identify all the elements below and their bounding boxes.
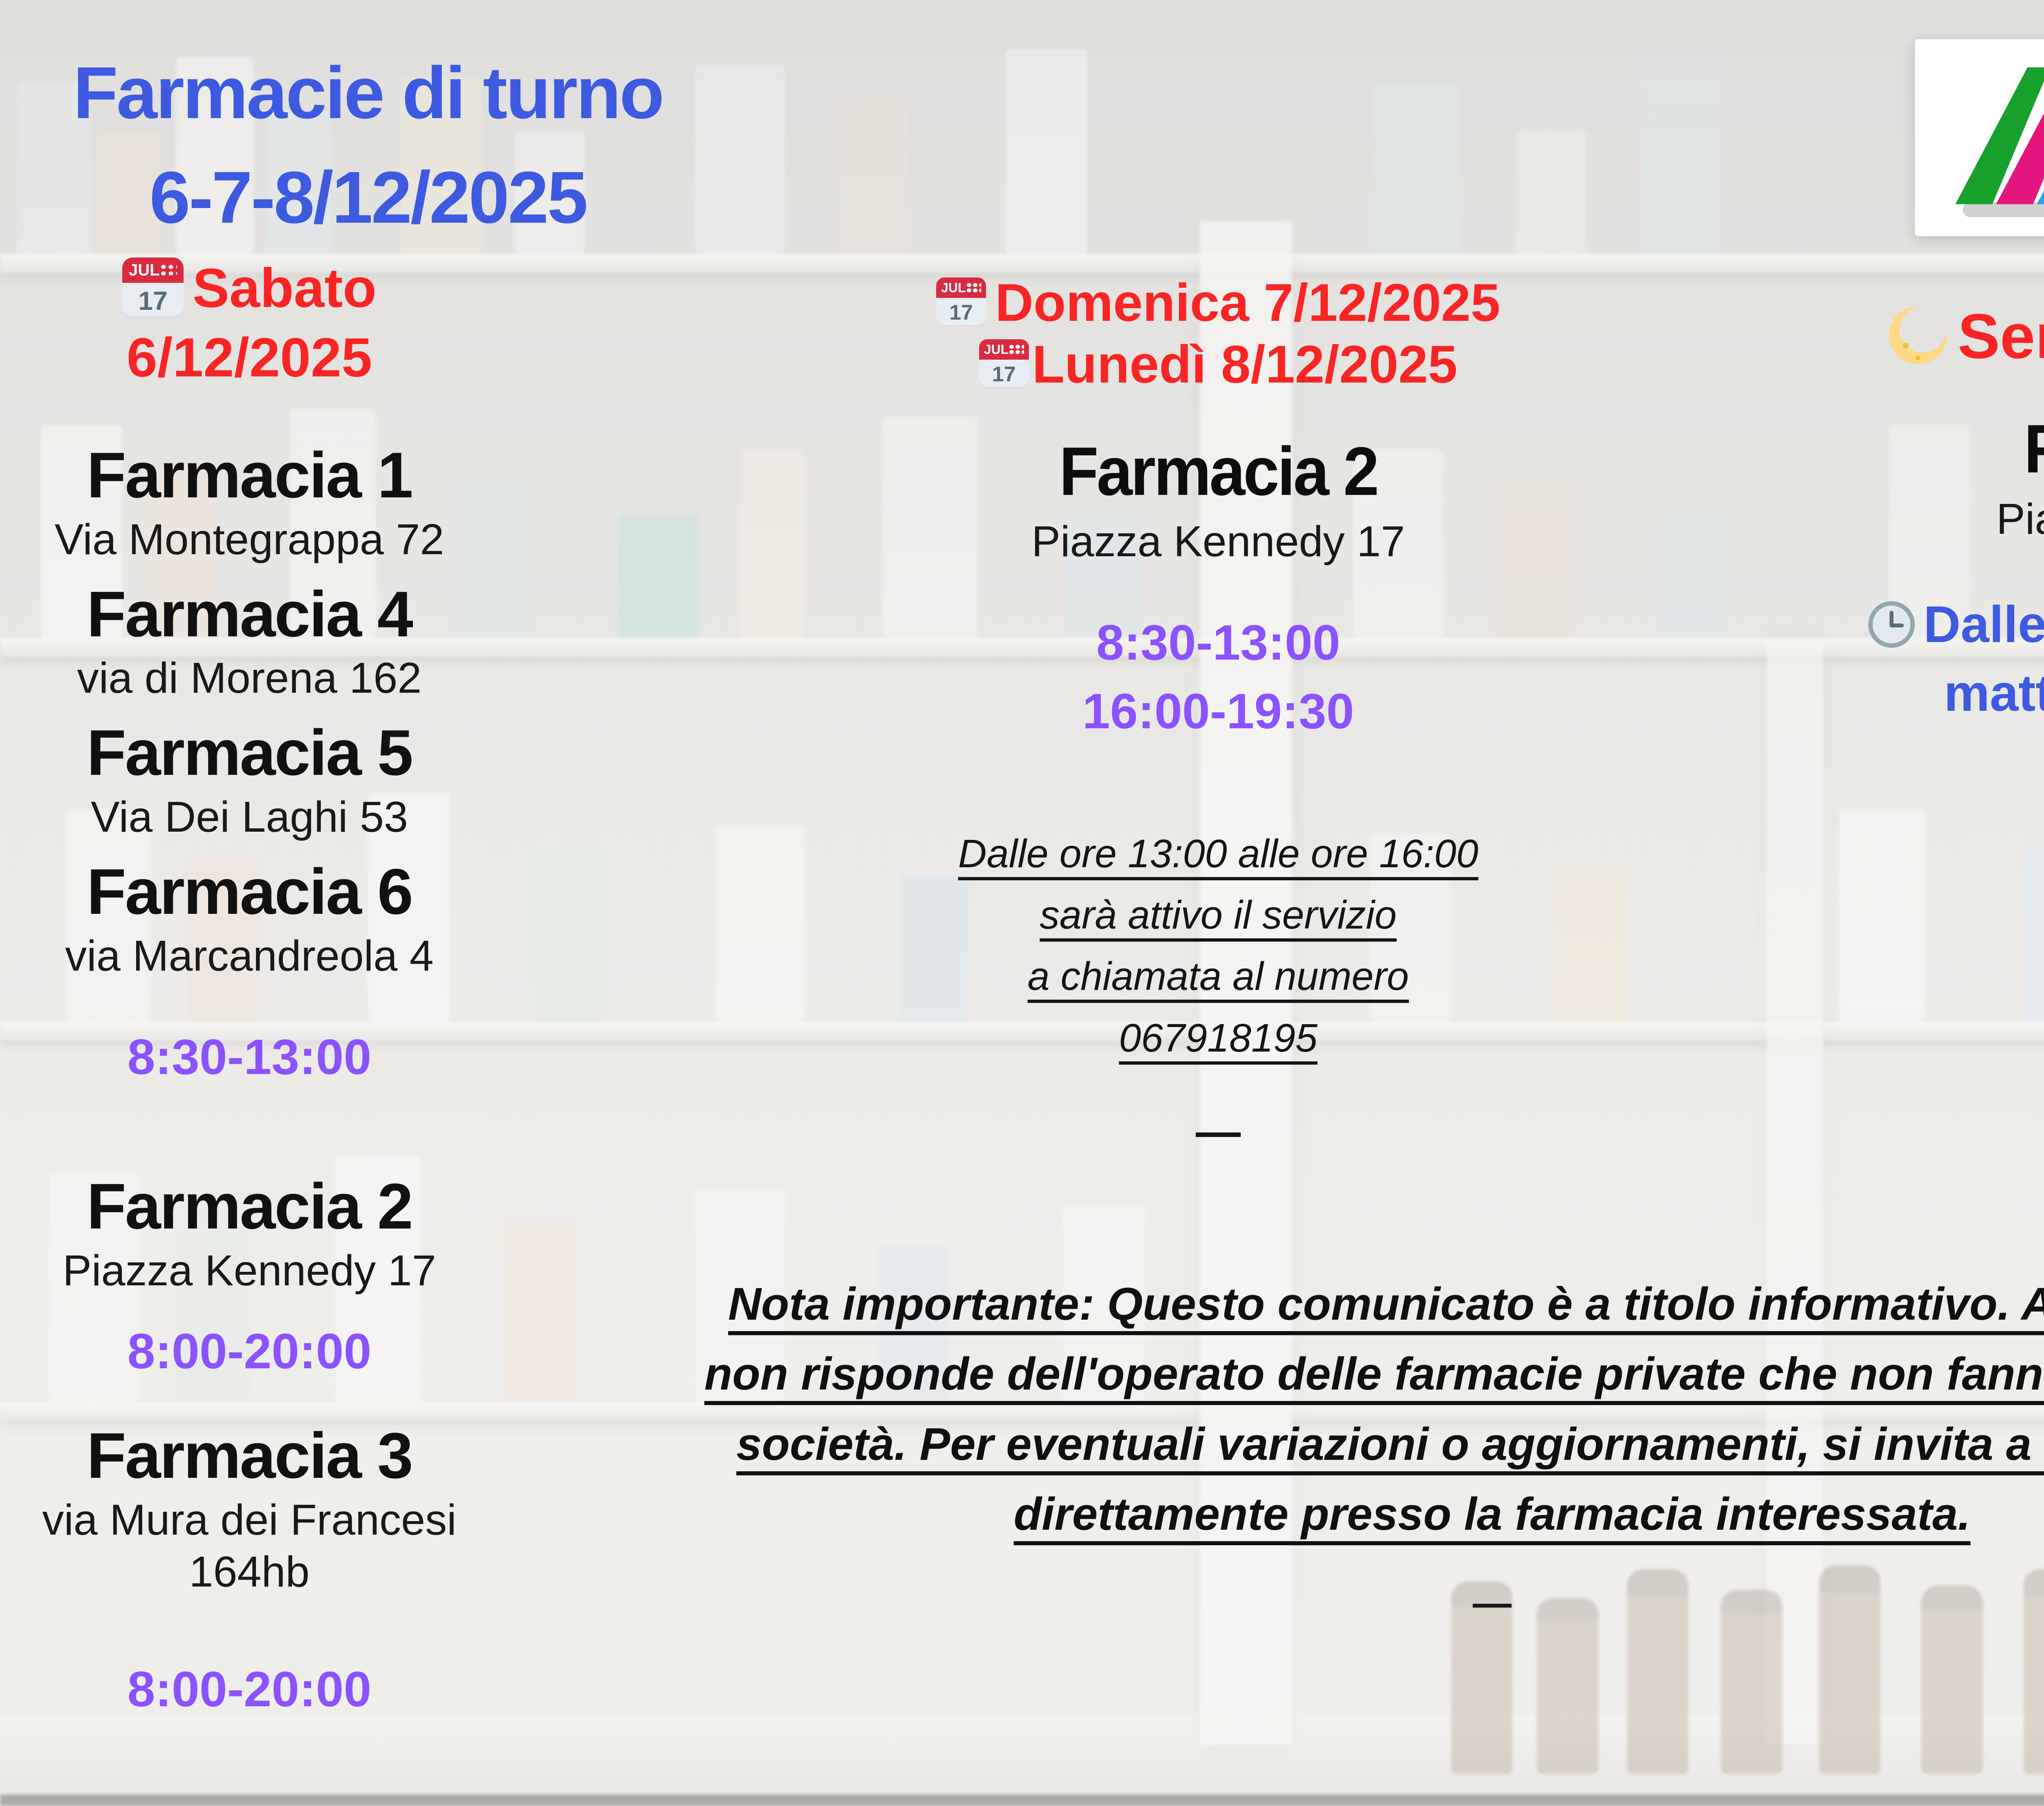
pharmacy-address: Via Dei Laghi 53 (91, 792, 408, 841)
pharmacy-name: Farmacia 2 (87, 1170, 413, 1243)
pharmacy-address: via di Morena 162 (77, 654, 422, 703)
call-service-line: a chiamata al numero (1027, 954, 1409, 999)
saturday-label: Sabato (192, 257, 377, 319)
calendar-icon: JUL 17 (979, 339, 1029, 389)
note-line: direttamente presso la farmacia interess… (1013, 1488, 1971, 1540)
pharmacy-name: Farmacia 5 (87, 717, 413, 789)
sunday-label: Domenica 7/12/2025 (995, 273, 1500, 332)
monday-label: Lunedì 8/12/2025 (1032, 334, 1458, 394)
night-service-label: Servizio notturno (1957, 301, 2044, 371)
opening-hours: 8:00-20:00 (127, 1323, 372, 1379)
calendar-icon: JUL 17 (936, 278, 986, 328)
calendar-month-label: JUL (128, 261, 160, 279)
calendar-day-number: 17 (992, 363, 1016, 387)
pharmacy-address: via Mura dei Francesi (42, 1495, 457, 1544)
note-line1-rest: Questo comunicato è a titolo informativo… (1107, 1278, 2044, 1329)
important-note: Nota importante: Questo comunicato è a t… (638, 1269, 2044, 1549)
calendar-rings (1009, 344, 1024, 355)
calendar-day-number: 17 (138, 286, 168, 316)
saturday-day-heading: JUL 17 Sabato 6/12/2025 (25, 253, 474, 392)
pharmacy-address-line2: 164hb (189, 1547, 310, 1596)
calendar-month-label: JUL (984, 342, 1009, 357)
note-line: non risponde dell'operato delle farmacie… (704, 1348, 2044, 1400)
pharmacy-address: Piazza Kennedy 17 (1031, 517, 1405, 566)
calendar-month-label: JUL (941, 280, 966, 295)
pharmacy-name: Farmacia 2 (1059, 432, 1379, 510)
opening-hours: 8:30-13:00 (127, 1029, 372, 1085)
call-service-line: Dalle ore 13:00 alle ore 16:00 (958, 831, 1479, 876)
calendar-day-number: 17 (949, 301, 973, 325)
pharmacy-address: Piazza Kennedy 17 (1996, 495, 2044, 544)
asp-logo-graphic: ASP ASP SpA (1955, 67, 2044, 217)
note-line: Nota importante: Questo comunicato è a t… (638, 1269, 2044, 1339)
sunday-monday-heading: JUL 17 Domenica 7/12/2025 JUL 17 Lunedì … (912, 272, 1525, 395)
call-service-line: sarà attivo il servizio (1040, 893, 1397, 938)
call-service-phone-number: 067918195 (1119, 1015, 1318, 1060)
separator-dash: — (1472, 1581, 1512, 1625)
night-service-section: Servizio notturno Farmacia 2 Piazza Kenn… (1823, 298, 2044, 727)
saturday-section: JUL 17 Sabato 6/12/2025 Farmacia 1 Via M… (25, 253, 474, 1719)
note-line: società. Per eventuali variazioni o aggi… (736, 1418, 2044, 1470)
page-subtitle-dates: 6-7-8/12/2025 (149, 156, 588, 239)
note-lead: Nota importante: (728, 1278, 1095, 1329)
pharmacy-address: via Marcandreola 4 (65, 931, 434, 980)
separator-dash: — (1196, 1106, 1241, 1157)
calendar-icon: JUL 17 (122, 257, 184, 319)
calendar-rings (966, 282, 982, 293)
pharmacy-name: Farmacia 3 (87, 1420, 413, 1492)
pharmacy-name: Farmacia 6 (87, 856, 413, 928)
page-title: Farmacie di turno (73, 52, 664, 134)
night-service-hours: Dalle 19:30 alle 8:30 del mattino succes… (1823, 590, 2044, 727)
pharmacy-name: Farmacia 2 (2024, 410, 2044, 488)
opening-hours-morning: 8:30-13:00 (1096, 614, 1340, 670)
night-hours-line1: Dalle 19:30 alle 8:30 del (1923, 595, 2044, 653)
pharmacy-address: Piazza Kennedy 17 (63, 1246, 436, 1295)
opening-hours-afternoon: 16:00-19:30 (1082, 683, 1354, 739)
clock-icon (1868, 601, 1915, 648)
sunday-monday-section: JUL 17 Domenica 7/12/2025 JUL 17 Lunedì … (912, 272, 1525, 1157)
call-service-note: Dalle ore 13:00 alle ore 16:00 sarà atti… (912, 823, 1525, 1069)
calendar-rings (159, 264, 177, 277)
moon-icon (1889, 306, 1947, 364)
poster-header: Farmacie di turno 6-7-8/12/2025 (49, 41, 687, 250)
pharmacy-name: Farmacia 4 (87, 578, 413, 650)
pharmacy-name: Farmacia 1 (87, 439, 413, 512)
opening-hours: 8:00-20:00 (127, 1661, 372, 1717)
saturday-date: 6/12/2025 (126, 327, 372, 389)
logo-shadow (1963, 202, 2044, 217)
logo-stripe-green (1955, 67, 2044, 204)
night-hours-line2: mattino successivo (1944, 664, 2044, 722)
night-service-heading: Servizio notturno (1823, 298, 2044, 375)
asp-logo: ASP ASP SpA (1915, 39, 2044, 236)
pharmacy-address: Via Montegrappa 72 (54, 515, 444, 564)
